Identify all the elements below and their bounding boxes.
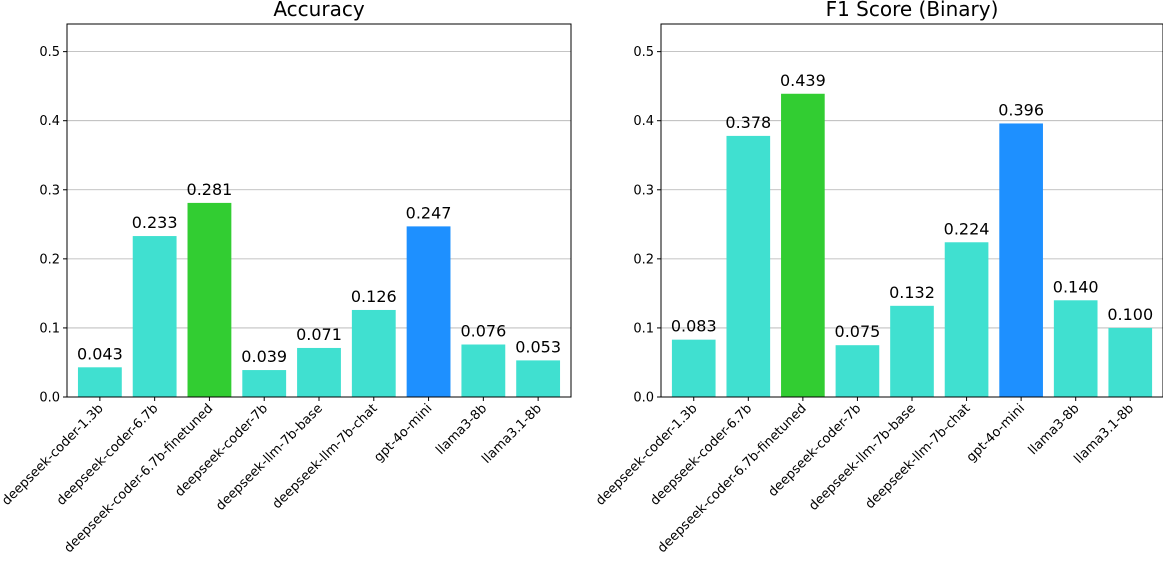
bar xyxy=(297,347,341,397)
y-tick-label: 0.1 xyxy=(39,321,60,336)
x-tick-label: deepseek-llm-7b-base xyxy=(806,401,919,514)
bar xyxy=(1053,300,1098,397)
y-tick-label: 0.4 xyxy=(633,114,654,129)
x-tick-label: llama3-8b xyxy=(433,401,490,458)
bar-value-label: 0.039 xyxy=(241,347,287,366)
accuracy-chart: 0.0 0.1 0.2 0.3 0.4 0.5 0.043 deepseek-coder-1.… xyxy=(0,0,572,556)
x-tick-label: deepseek-coder-6.7b xyxy=(648,401,755,508)
x-tick-label: gpt-4o-mini xyxy=(964,401,1028,465)
x-tick-label: deepseek-llm-7b-base xyxy=(213,401,326,514)
bar-value-label: 0.075 xyxy=(835,322,881,341)
bar-value-label: 0.053 xyxy=(515,337,561,356)
bar xyxy=(671,339,716,397)
x-tick-label: deepseek-coder-1.3b xyxy=(593,401,700,508)
bar xyxy=(999,123,1043,397)
bar-value-label: 0.132 xyxy=(889,283,935,302)
bar-value-label: 0.140 xyxy=(1053,277,1099,296)
bar xyxy=(242,370,287,397)
bar-value-label: 0.126 xyxy=(351,287,397,306)
bar-value-label: 0.439 xyxy=(780,71,826,90)
y-tick-label: 0.5 xyxy=(39,45,60,60)
bar xyxy=(406,226,451,397)
x-tick-label: deepseek-coder-6.7b xyxy=(54,401,161,508)
y-tick-label: 0.3 xyxy=(633,183,654,198)
x-tick-label: deepseek-coder-7b xyxy=(172,401,271,500)
bar xyxy=(944,242,989,397)
bar xyxy=(726,135,771,397)
bar-value-label: 0.076 xyxy=(460,322,506,341)
y-tick-label: 0.4 xyxy=(39,114,60,129)
x-tick-label: deepseek-coder-1.3b xyxy=(0,401,107,508)
f1-score-chart: 0.0 0.1 0.2 0.3 0.4 0.5 0.083 deepseek-coder-1.… xyxy=(593,0,1163,556)
bar xyxy=(351,309,396,397)
y-tick-label: 0.5 xyxy=(633,45,654,60)
y-tick-label: 0.2 xyxy=(39,252,60,267)
bar xyxy=(835,345,880,397)
axes-frame xyxy=(660,23,1163,398)
bar-value-label: 0.083 xyxy=(671,317,717,336)
chart-title: F1 Score (Binary) xyxy=(826,0,999,21)
bar xyxy=(187,202,232,397)
y-tick-label: 0.1 xyxy=(633,321,654,336)
bar xyxy=(77,367,122,397)
bar-value-label: 0.043 xyxy=(77,344,123,363)
bar-value-label: 0.071 xyxy=(296,325,342,344)
axes-frame xyxy=(66,23,572,398)
y-tick-label: 0.0 xyxy=(633,391,654,406)
bar xyxy=(132,236,177,397)
bar-value-label: 0.100 xyxy=(1107,305,1153,324)
bar-value-label: 0.378 xyxy=(725,113,771,132)
bar xyxy=(461,344,506,397)
chart-title: Accuracy xyxy=(273,0,364,21)
y-tick-label: 0.0 xyxy=(39,391,60,406)
bar xyxy=(516,360,561,397)
bar-value-label: 0.224 xyxy=(944,219,990,238)
bar-value-label: 0.233 xyxy=(132,213,178,232)
y-tick-label: 0.2 xyxy=(633,252,654,267)
x-tick-label: llama3-8b xyxy=(1026,401,1083,458)
bar xyxy=(890,305,934,397)
x-tick-label: deepseek-coder-7b xyxy=(766,401,865,500)
y-tick-label: 0.3 xyxy=(39,183,60,198)
bar xyxy=(1108,327,1153,397)
bar-value-label: 0.396 xyxy=(998,100,1044,119)
bar-value-label: 0.281 xyxy=(187,180,233,199)
bar xyxy=(781,93,825,397)
x-tick-label: deepseek-llm-7b-chat xyxy=(270,401,381,512)
bar-value-label: 0.247 xyxy=(406,203,452,222)
x-tick-label: gpt-4o-mini xyxy=(371,401,435,465)
x-tick-label: deepseek-llm-7b-chat xyxy=(863,401,974,512)
